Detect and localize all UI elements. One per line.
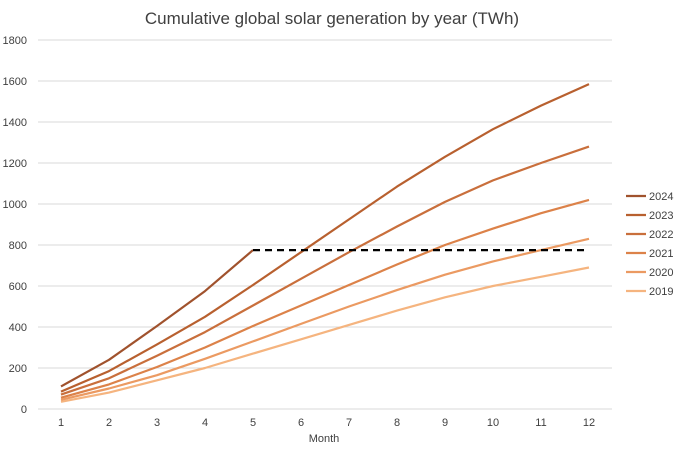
legend-label-2019: 2019 bbox=[649, 286, 673, 298]
x-tick-label: 12 bbox=[583, 417, 595, 429]
legend-label-2021: 2021 bbox=[649, 248, 673, 260]
legend-label-2024: 2024 bbox=[649, 191, 673, 203]
x-tick-label: 11 bbox=[535, 417, 546, 429]
y-tick-label: 600 bbox=[9, 281, 27, 293]
legend-label-2022: 2022 bbox=[649, 229, 673, 241]
series-line-2019 bbox=[60, 266, 590, 403]
x-tick-label: 4 bbox=[202, 417, 208, 429]
y-axis-ticks: 0 200 400 600 800 1000 1200 1400 1600 1800 bbox=[3, 35, 27, 416]
x-axis-ticks: 1 2 3 4 5 6 7 8 9 10 11 12 bbox=[58, 417, 595, 429]
chart-title: Cumulative global solar generation by ye… bbox=[145, 9, 519, 28]
y-tick-label: 200 bbox=[9, 363, 27, 375]
y-tick-label: 1800 bbox=[3, 35, 27, 47]
y-tick-label: 800 bbox=[9, 240, 27, 252]
series-line-2024 bbox=[60, 249, 254, 388]
y-tick-label: 1600 bbox=[3, 76, 27, 88]
series-lines bbox=[60, 83, 590, 403]
y-tick-label: 1400 bbox=[3, 117, 27, 129]
x-tick-label: 1 bbox=[58, 417, 64, 429]
x-tick-label: 5 bbox=[250, 417, 256, 429]
x-tick-label: 10 bbox=[487, 417, 499, 429]
x-tick-label: 9 bbox=[442, 417, 448, 429]
x-tick-label: 2 bbox=[106, 417, 112, 429]
series-line-2020 bbox=[60, 237, 590, 401]
legend: 2024 2023 2022 2021 2020 2019 bbox=[626, 191, 673, 298]
gridlines bbox=[38, 39, 612, 410]
legend-label-2020: 2020 bbox=[649, 267, 673, 279]
y-tick-label: 400 bbox=[9, 322, 27, 334]
x-tick-label: 7 bbox=[346, 417, 352, 429]
y-tick-label: 1200 bbox=[3, 158, 27, 170]
legend-label-2023: 2023 bbox=[649, 210, 673, 222]
y-tick-label: 0 bbox=[21, 404, 27, 416]
y-tick-label: 1000 bbox=[3, 199, 27, 211]
series-line-2023 bbox=[60, 83, 590, 393]
x-tick-label: 6 bbox=[298, 417, 304, 429]
x-tick-label: 3 bbox=[154, 417, 160, 429]
x-axis-label: Month bbox=[309, 433, 340, 445]
series-line-2021 bbox=[60, 198, 590, 399]
series-line-2022 bbox=[60, 145, 590, 396]
x-tick-label: 8 bbox=[394, 417, 400, 429]
